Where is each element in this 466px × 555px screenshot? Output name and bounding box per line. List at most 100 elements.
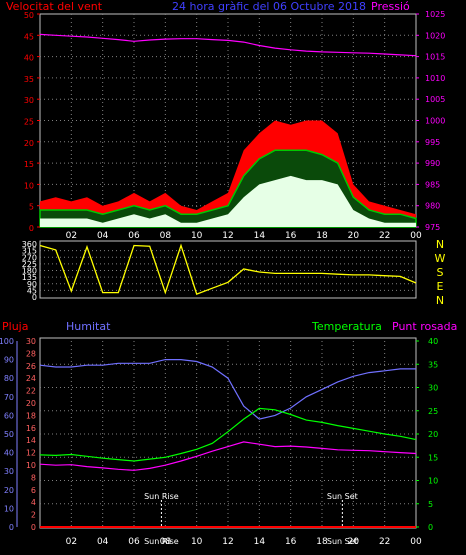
rain-axis-tick-label: 2 <box>31 511 36 520</box>
wind-axis-tick-label: 25 <box>24 118 34 127</box>
humidity-axis-tick-label: 10 <box>4 504 14 513</box>
wind-x-tick-label: 18 <box>316 231 328 241</box>
wind-axis-tick-label: 40 <box>24 54 34 63</box>
direction-axis-tick-label: 45 <box>27 286 37 295</box>
compass-label: N <box>436 294 444 307</box>
rain-axis-tick-label: 24 <box>26 374 36 383</box>
pressure-axis-tick-label: 1020 <box>425 31 445 40</box>
temperature-axis-tick-label: 15 <box>428 453 438 462</box>
rain-axis-tick-label: 16 <box>26 424 36 433</box>
sun-marker-label: Sun Set <box>327 492 358 501</box>
wind-x-tick-label: 14 <box>254 231 266 241</box>
pressure-axis-tick-label: 990 <box>425 159 440 168</box>
humidity-axis-tick-label: 30 <box>4 467 14 476</box>
rain-axis-tick-label: 10 <box>26 461 36 470</box>
temperature-axis-tick-label: 40 <box>428 337 438 346</box>
thermo-x-tick-label: 00 <box>410 537 422 547</box>
pressure-axis-tick-label: 995 <box>425 138 440 147</box>
pressure-axis-tick-label: 975 <box>425 223 440 232</box>
legend-rain: Pluja <box>2 320 28 333</box>
wind-panel: 0510152025303540455097598098599099510001… <box>24 10 445 291</box>
wind-x-tick-label: 20 <box>348 231 360 241</box>
rain-axis-tick-label: 26 <box>26 362 36 371</box>
wind-x-tick-label: 00 <box>410 231 422 241</box>
thermo-x-tick-label: 14 <box>254 537 266 547</box>
rain-axis-tick-label: 12 <box>26 449 36 458</box>
wind-x-tick-label: 04 <box>97 231 109 241</box>
dewpoint-series-line <box>39 441 417 471</box>
direction-axis-tick-label: 360 <box>22 240 37 249</box>
thermo-x-tick-label: 08 <box>160 537 172 547</box>
humidity-axis-tick-label: 60 <box>4 411 14 420</box>
sun-marker-label: Sun Rise <box>144 492 179 501</box>
temperature-axis-tick-label: 30 <box>428 384 438 393</box>
pressure-axis-tick-label: 1000 <box>425 117 445 126</box>
wind-x-tick-label: 08 <box>160 231 172 241</box>
humidity-axis-tick-label: 80 <box>4 374 14 383</box>
wind-axis-tick-label: 30 <box>24 96 34 105</box>
wind-min-area <box>40 175 416 227</box>
humidity-axis-tick-label: 70 <box>4 393 14 402</box>
chart-title: 24 hora gràfic del 06 Octubre 2018 <box>172 0 366 13</box>
wind-x-tick-label: 10 <box>191 231 203 241</box>
legend-temperature: Temperatura <box>311 320 382 333</box>
sun-marker-label: Sun Rise <box>144 537 179 546</box>
compass-label: S <box>437 266 444 279</box>
pressure-axis-tick-label: 1005 <box>425 95 445 104</box>
thermo-x-tick-label: 22 <box>379 537 390 547</box>
rain-axis-tick-label: 28 <box>26 349 36 358</box>
thermo-x-tick-label: 20 <box>348 537 360 547</box>
temperature-series-line <box>39 407 417 462</box>
legend-humidity: Humitat <box>66 320 111 333</box>
direction-axis-tick-label: 0 <box>32 293 37 302</box>
wind-axis-tick-label: 15 <box>24 160 34 169</box>
thermo-x-tick-label: 16 <box>285 537 297 547</box>
wind-x-tick-label: 16 <box>285 231 297 241</box>
rain-axis-tick-label: 8 <box>31 473 36 482</box>
pressure-axis-tick-label: 1010 <box>425 74 445 83</box>
direction-series-line <box>39 243 417 295</box>
rain-axis-tick-label: 18 <box>26 411 36 420</box>
direction-axis-tick-label: 270 <box>22 253 37 262</box>
humidity-axis-tick-label: 50 <box>4 430 14 439</box>
wind-axis-tick-label: 10 <box>24 181 34 190</box>
wind-axis-tick-label: 50 <box>24 11 34 20</box>
temperature-axis-tick-label: 5 <box>428 500 433 509</box>
direction-axis-tick-label: 180 <box>22 267 37 276</box>
thermo-x-tick-label: 12 <box>222 537 233 547</box>
wind-axis-tick-label: 20 <box>24 139 34 148</box>
rain-axis-tick-label: 6 <box>31 486 36 495</box>
thermo-panel: 0102030405060708090100024681012141618202… <box>0 337 438 547</box>
wind-x-tick-label: 12 <box>222 231 233 241</box>
direction-axis-tick-label: 225 <box>22 260 37 269</box>
thermo-x-tick-label: 18 <box>316 537 328 547</box>
thermo-x-tick-label: 02 <box>66 537 77 547</box>
temperature-axis-tick-label: 25 <box>428 407 438 416</box>
rain-axis-tick-label: 14 <box>26 436 36 445</box>
thermo-x-tick-label: 10 <box>191 537 203 547</box>
rain-axis-tick-label: 22 <box>26 387 36 396</box>
pressure-title: Pressió <box>371 0 410 13</box>
pressure-series-line <box>39 33 417 57</box>
thermo-x-tick-label: 04 <box>97 537 109 547</box>
pressure-axis-tick-label: 980 <box>425 202 440 211</box>
wind-speed-title: Velocitat del vent <box>6 0 103 13</box>
rain-axis-tick-label: 4 <box>31 498 36 507</box>
rain-axis-tick-label: 0 <box>31 523 36 532</box>
wind-x-tick-label: 02 <box>66 231 77 241</box>
temperature-axis-tick-label: 10 <box>428 477 438 486</box>
temperature-axis-tick-label: 20 <box>428 430 438 439</box>
temperature-axis-tick-label: 35 <box>428 360 438 369</box>
pressure-axis-tick-label: 1025 <box>425 10 445 19</box>
wind-x-tick-label: 22 <box>379 231 390 241</box>
direction-axis-tick-label: 135 <box>22 273 37 282</box>
sun-marker-label: Sun Set <box>327 537 358 546</box>
legend-dewpoint: Punt rosada <box>392 320 457 333</box>
wind-axis-tick-label: 45 <box>24 32 34 41</box>
thermo-x-tick-label: 06 <box>128 537 140 547</box>
pressure-axis-tick-label: 985 <box>425 180 440 189</box>
rain-axis-tick-label: 30 <box>26 337 36 346</box>
rain-axis-tick-label: 20 <box>26 399 36 408</box>
